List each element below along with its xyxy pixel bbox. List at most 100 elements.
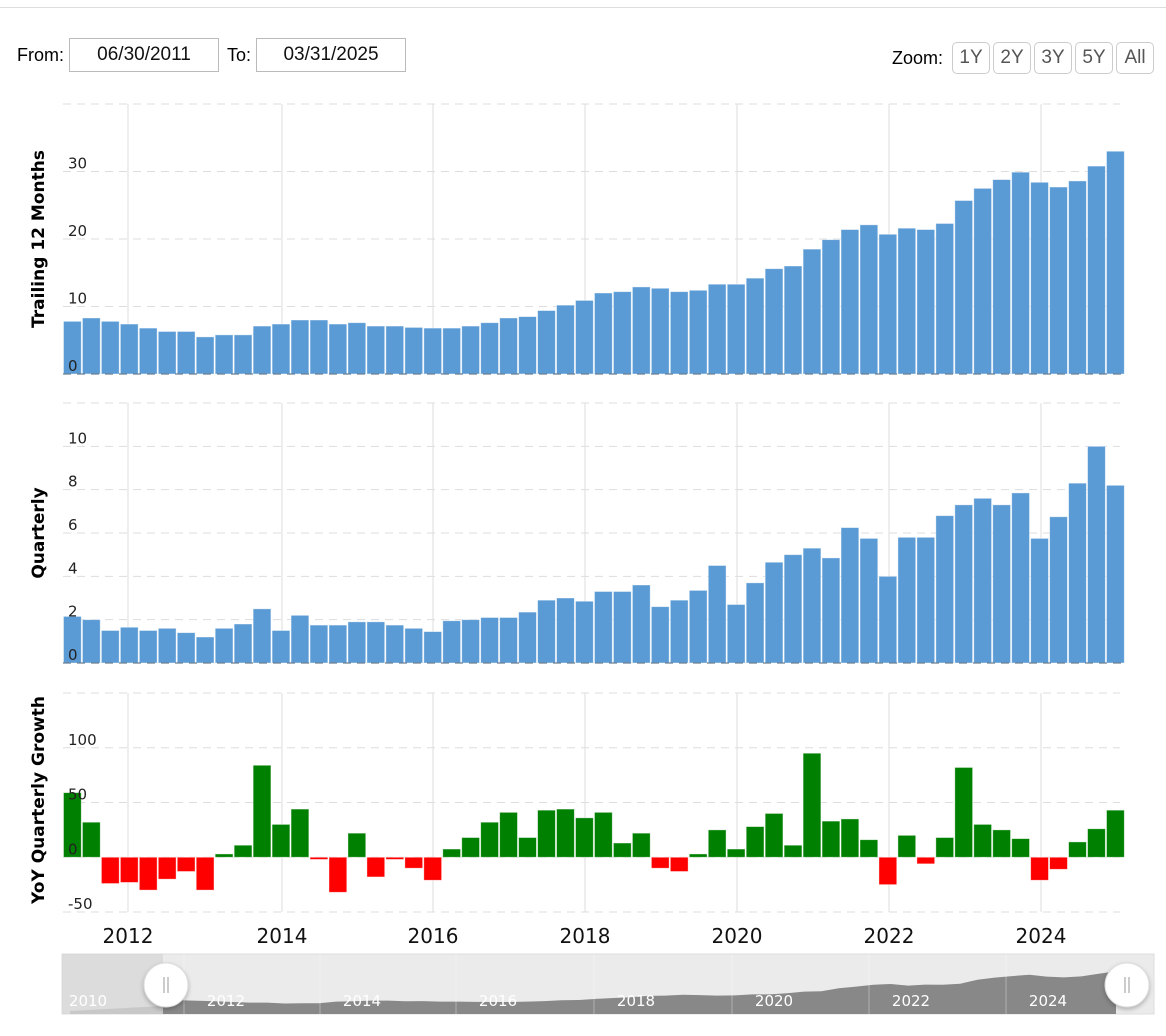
bar[interactable] bbox=[613, 591, 632, 664]
bar[interactable] bbox=[594, 591, 613, 664]
bar[interactable] bbox=[992, 829, 1011, 858]
bar[interactable] bbox=[214, 853, 234, 858]
bar[interactable] bbox=[916, 229, 936, 375]
bar[interactable] bbox=[1087, 165, 1106, 375]
bar[interactable] bbox=[119, 856, 139, 883]
bar[interactable] bbox=[1030, 181, 1049, 375]
bar[interactable] bbox=[764, 813, 784, 858]
bar[interactable] bbox=[688, 590, 708, 664]
bar[interactable] bbox=[916, 536, 936, 664]
bar[interactable] bbox=[385, 856, 405, 860]
bar[interactable] bbox=[101, 320, 120, 375]
navigator-right-handle[interactable] bbox=[1104, 962, 1150, 1008]
bar[interactable] bbox=[385, 624, 405, 664]
bar[interactable] bbox=[347, 621, 367, 664]
bar[interactable] bbox=[1049, 516, 1068, 664]
bar[interactable] bbox=[347, 322, 367, 375]
bar[interactable] bbox=[63, 616, 82, 664]
bar[interactable] bbox=[840, 818, 860, 858]
zoom-5y-button[interactable]: 5Y bbox=[1075, 42, 1113, 74]
bar[interactable] bbox=[1068, 482, 1087, 664]
bar[interactable] bbox=[366, 621, 386, 664]
bar[interactable] bbox=[82, 619, 101, 664]
bar[interactable] bbox=[63, 320, 82, 375]
bar[interactable] bbox=[1106, 484, 1125, 664]
bar[interactable] bbox=[518, 837, 537, 858]
bar[interactable] bbox=[726, 604, 746, 664]
bar[interactable] bbox=[613, 291, 632, 375]
bar[interactable] bbox=[442, 848, 461, 858]
bar[interactable] bbox=[499, 617, 518, 664]
bar[interactable] bbox=[423, 631, 442, 664]
bar[interactable] bbox=[707, 283, 727, 375]
bar[interactable] bbox=[252, 764, 272, 858]
bar[interactable] bbox=[954, 504, 973, 664]
bar[interactable] bbox=[650, 287, 670, 375]
navigator-left-handle[interactable] bbox=[143, 962, 189, 1008]
bar[interactable] bbox=[783, 554, 803, 664]
bar[interactable] bbox=[233, 334, 253, 375]
bar[interactable] bbox=[404, 327, 424, 375]
to-date-input[interactable] bbox=[256, 38, 407, 72]
zoom-all-button[interactable]: All bbox=[1116, 42, 1154, 74]
bar[interactable] bbox=[271, 323, 291, 375]
bar[interactable] bbox=[309, 856, 329, 860]
bar[interactable] bbox=[973, 187, 992, 375]
bar[interactable] bbox=[1011, 838, 1030, 858]
bar[interactable] bbox=[480, 617, 499, 664]
bar[interactable] bbox=[954, 200, 973, 375]
bar[interactable] bbox=[992, 179, 1011, 375]
bar[interactable] bbox=[878, 233, 898, 375]
bar[interactable] bbox=[594, 292, 613, 375]
bar[interactable] bbox=[878, 856, 898, 886]
bar[interactable] bbox=[783, 265, 803, 375]
bar[interactable] bbox=[859, 538, 879, 664]
bar[interactable] bbox=[935, 223, 955, 375]
bar[interactable] bbox=[650, 606, 670, 664]
bar[interactable] bbox=[745, 277, 765, 375]
bar[interactable] bbox=[669, 599, 689, 664]
bar[interactable] bbox=[897, 834, 917, 858]
bar[interactable] bbox=[1106, 809, 1125, 858]
bar[interactable] bbox=[442, 620, 461, 664]
bar[interactable] bbox=[935, 837, 955, 858]
bar[interactable] bbox=[669, 856, 689, 872]
bar[interactable] bbox=[101, 856, 120, 884]
bar[interactable] bbox=[195, 636, 215, 664]
bar[interactable] bbox=[1049, 186, 1068, 375]
bar[interactable] bbox=[252, 608, 272, 664]
bar[interactable] bbox=[328, 624, 348, 664]
bar[interactable] bbox=[1087, 828, 1106, 858]
bar[interactable] bbox=[499, 811, 518, 858]
bar[interactable] bbox=[726, 283, 746, 375]
bar[interactable] bbox=[461, 619, 480, 664]
bar[interactable] bbox=[82, 821, 101, 858]
bar[interactable] bbox=[745, 582, 765, 664]
bar[interactable] bbox=[518, 316, 537, 375]
bar[interactable] bbox=[859, 839, 879, 858]
bar[interactable] bbox=[347, 832, 367, 858]
bar[interactable] bbox=[176, 331, 196, 375]
bar[interactable] bbox=[594, 811, 613, 858]
bar[interactable] bbox=[726, 848, 746, 858]
bar[interactable] bbox=[233, 623, 253, 664]
bar[interactable] bbox=[461, 837, 480, 858]
bar[interactable] bbox=[897, 227, 917, 375]
bar[interactable] bbox=[973, 824, 992, 858]
bar[interactable] bbox=[1106, 150, 1125, 375]
bar[interactable] bbox=[366, 325, 386, 375]
bar[interactable] bbox=[423, 856, 442, 881]
bar[interactable] bbox=[840, 527, 860, 664]
bar[interactable] bbox=[1030, 856, 1049, 881]
bar[interactable] bbox=[328, 856, 348, 893]
bar[interactable] bbox=[745, 826, 765, 858]
bar[interactable] bbox=[916, 856, 936, 865]
bar[interactable] bbox=[556, 597, 575, 664]
bar[interactable] bbox=[764, 561, 784, 664]
bar[interactable] bbox=[992, 504, 1011, 664]
bar[interactable] bbox=[138, 856, 158, 891]
zoom-3y-button[interactable]: 3Y bbox=[1034, 42, 1072, 74]
bar[interactable] bbox=[632, 584, 651, 664]
bar[interactable] bbox=[176, 856, 196, 872]
bar[interactable] bbox=[537, 809, 556, 858]
